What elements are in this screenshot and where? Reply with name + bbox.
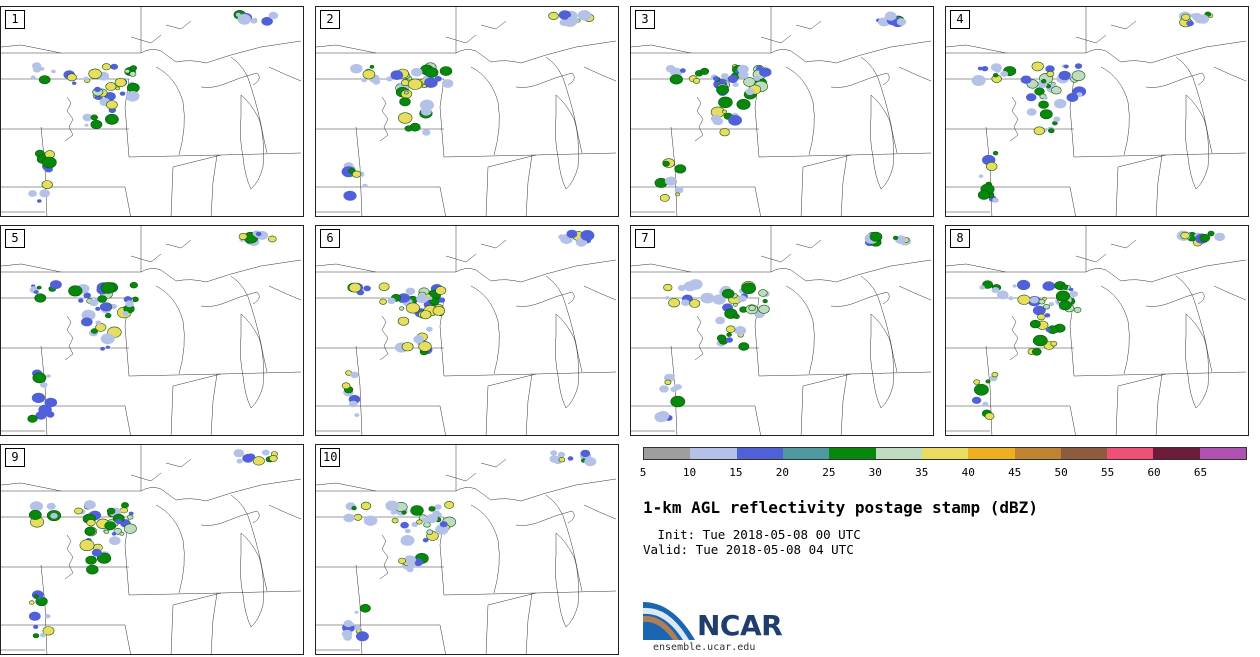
ensemble-member-panel: 2 (315, 6, 619, 217)
colorbar-swatch (1153, 448, 1200, 459)
init-time: Init: Tue 2018-05-08 00 UTC (650, 527, 861, 542)
member-number-label: 6 (320, 229, 340, 248)
colorbar-swatch (1014, 448, 1061, 459)
colorbar-swatch (875, 448, 922, 459)
colorbar-tick-label: 10 (682, 466, 697, 479)
reflectivity-map (1, 445, 302, 654)
colorbar-tick-label: 50 (1054, 466, 1068, 479)
reflectivity-map (1, 7, 302, 216)
ensemble-member-panel: 9 (0, 444, 304, 655)
colorbar-swatch (968, 448, 1015, 459)
member-number-label: 7 (635, 229, 655, 248)
colorbar-tick-label: 65 (1193, 466, 1208, 479)
colorbar-tick-label: 40 (961, 466, 975, 479)
colorbar-tick-label: 15 (729, 466, 743, 479)
colorbar-swatch (1107, 448, 1154, 459)
colorbar-tick-label: 45 (1008, 466, 1022, 479)
member-number-label: 2 (320, 10, 340, 29)
site-url: ensemble.ucar.edu (653, 642, 756, 653)
reflectivity-map (316, 7, 617, 216)
colorbar-swatch (736, 448, 783, 459)
member-number-label: 10 (320, 448, 341, 467)
colorbar-swatch (921, 448, 969, 459)
ensemble-member-panel: 8 (945, 225, 1249, 436)
reflectivity-map (316, 445, 617, 654)
colorbar-swatch (1060, 448, 1108, 459)
ensemble-member-panel: 1 (0, 6, 304, 217)
reflectivity-map (946, 226, 1247, 435)
valid-time: Valid: Tue 2018-05-08 04 UTC (643, 542, 854, 557)
colorbar-swatch (829, 448, 876, 459)
member-number-label: 8 (950, 229, 970, 248)
ensemble-member-panel: 7 (630, 225, 934, 436)
colorbar-tick-label: 30 (868, 466, 882, 479)
ensemble-member-panel: 10 (315, 444, 619, 655)
colorbar-tick-label: 25 (822, 466, 836, 479)
colorbar-tick-label: 5 (639, 466, 647, 479)
ensemble-member-panel: 3 (630, 6, 934, 217)
member-number-label: 1 (5, 10, 25, 29)
reflectivity-map (946, 7, 1247, 216)
reflectivity-colorbar (643, 447, 1247, 460)
reflectivity-map (631, 7, 932, 216)
member-number-label: 3 (635, 10, 655, 29)
colorbar-swatch (1199, 448, 1247, 459)
ensemble-member-panel: 4 (945, 6, 1249, 217)
member-number-label: 9 (5, 448, 25, 467)
member-number-label: 4 (950, 10, 970, 29)
colorbar-ticks: 5 10 15 20 25 30 35 40 45 50 55 60 65 (639, 466, 1247, 480)
colorbar-tick-label: 20 (775, 466, 789, 479)
member-number-label: 5 (5, 229, 25, 248)
colorbar-swatch (782, 448, 830, 459)
ncar-logo-icon (643, 602, 695, 640)
reflectivity-map (1, 226, 302, 435)
colorbar-tick-label: 60 (1147, 466, 1161, 479)
reflectivity-map (631, 226, 932, 435)
colorbar-swatch (644, 448, 691, 459)
reflectivity-map (316, 226, 617, 435)
figure-title: 1-km AGL reflectivity postage stamp (dBZ… (643, 498, 1038, 517)
ensemble-member-panel: 6 (315, 225, 619, 436)
ensemble-member-panel: 5 (0, 225, 304, 436)
colorbar-tick-label: 35 (915, 466, 929, 479)
ncar-logo-text: NCAR (697, 609, 783, 642)
colorbar-swatch (690, 448, 737, 459)
colorbar-tick-label: 55 (1100, 466, 1115, 479)
